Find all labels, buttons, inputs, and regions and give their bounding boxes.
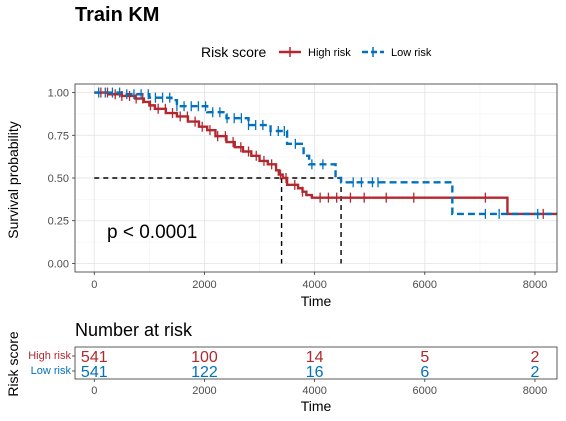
x-tick-label: 0 xyxy=(91,279,97,291)
survival-curve-high-risk xyxy=(94,91,557,216)
risk-count-low-risk: 2 xyxy=(531,364,540,381)
p-value-annotation: p < 0.0001 xyxy=(107,222,197,243)
risk-count-low-risk: 122 xyxy=(191,364,218,381)
survival-curve-low-risk xyxy=(94,91,557,216)
y-tick-label: 0.25 xyxy=(48,216,69,228)
risk-table-y-label: Risk score xyxy=(5,331,21,397)
legend-item-low-risk: Low risk xyxy=(362,47,432,59)
risk-count-low-risk: 541 xyxy=(81,364,108,381)
legend-item-high-risk: High risk xyxy=(279,47,351,59)
x-tick-label: 4000 xyxy=(302,279,326,291)
survival-curves xyxy=(94,91,557,216)
censor-marks xyxy=(98,87,544,219)
x-tick-label: 2000 xyxy=(192,279,216,291)
risk-count-low-risk: 6 xyxy=(420,364,429,381)
risk-count-low-risk: 16 xyxy=(306,364,324,381)
km-plot-panel: 0.00 0.25 0.50 0.75 1.00 0 2000 4000 6000 8000 p… xyxy=(5,83,558,309)
risk-count-high-risk: 14 xyxy=(306,349,324,366)
legend-label-low-risk: Low risk xyxy=(391,47,432,59)
legend-title: Risk score xyxy=(201,44,267,60)
y-tick-label: 1.00 xyxy=(48,88,69,100)
risk-table-title: Number at risk xyxy=(75,320,193,340)
risk-x-tick-label: 6000 xyxy=(413,385,437,397)
x-tick-label: 8000 xyxy=(523,279,547,291)
risk-table-rows: High risk 541 100 14 5 2 Low risk 541 122 16 6 2 xyxy=(28,349,539,381)
legend: Risk score High risk Low risk xyxy=(201,44,432,60)
legend-label-high-risk: High risk xyxy=(308,47,351,59)
risk-row-label-high-risk: High risk xyxy=(28,350,71,362)
risk-x-tick-label: 4000 xyxy=(302,385,326,397)
y-tick-label: 0.50 xyxy=(48,173,69,185)
risk-count-high-risk: 2 xyxy=(531,349,540,366)
chart-title: Train KM xyxy=(75,4,159,26)
risk-table: Number at risk Risk score High risk 541 10… xyxy=(5,320,558,414)
y-tick-label: 0.00 xyxy=(48,258,69,270)
risk-table-x-label: Time xyxy=(301,398,332,414)
x-tick-label: 6000 xyxy=(413,279,437,291)
risk-count-high-risk: 100 xyxy=(191,349,218,366)
risk-x-tick-label: 0 xyxy=(91,385,97,397)
risk-row-label-low-risk: Low risk xyxy=(31,365,72,377)
x-axis-ticks: 0 2000 4000 6000 8000 xyxy=(91,272,547,291)
risk-count-high-risk: 541 xyxy=(81,349,108,366)
risk-x-tick-label: 8000 xyxy=(523,385,547,397)
risk-count-high-risk: 5 xyxy=(420,349,429,366)
risk-x-tick-label: 2000 xyxy=(192,385,216,397)
risk-table-border xyxy=(74,346,558,380)
y-axis-label: Survival probability xyxy=(5,121,21,239)
risk-table-x-ticks: 0 2000 4000 6000 8000 xyxy=(91,379,547,397)
y-axis-ticks: 0.00 0.25 0.50 0.75 1.00 xyxy=(48,88,75,270)
y-tick-label: 0.75 xyxy=(48,130,69,142)
x-axis-label: Time xyxy=(301,293,332,309)
